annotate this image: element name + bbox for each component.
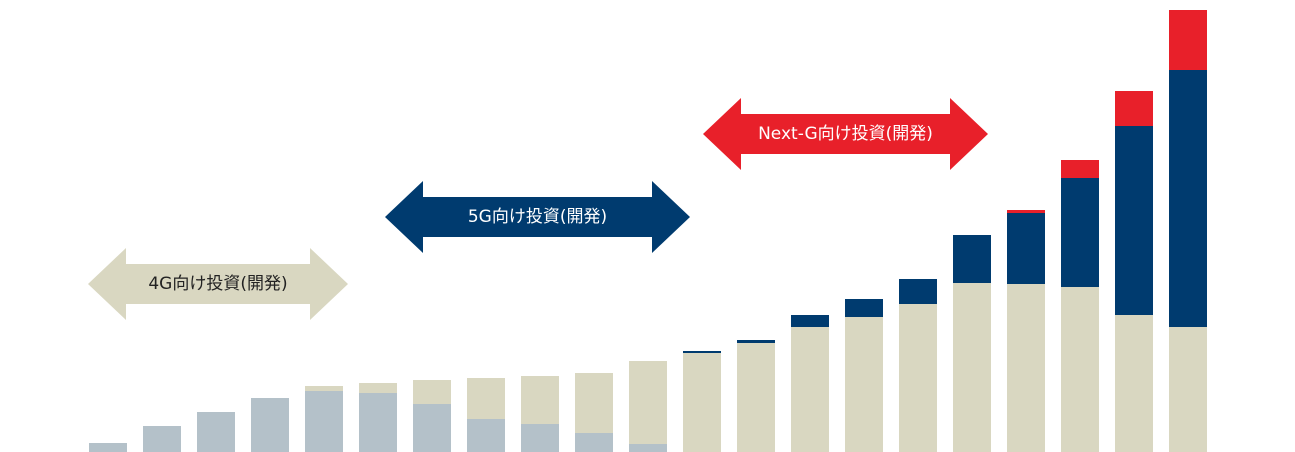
bar-segment	[89, 443, 127, 452]
annotation-label: 5G向け投資(開発)	[468, 207, 607, 227]
bar-segment	[1061, 160, 1099, 178]
bar-segment	[413, 380, 451, 404]
bar-segment	[737, 340, 775, 343]
bar-segment	[575, 433, 613, 452]
bar-segment	[1169, 10, 1207, 70]
annotation-label: Next-G向け投資(開発)	[758, 124, 933, 144]
bar-segment	[521, 424, 559, 452]
annotation-arrow	[385, 181, 690, 253]
annotation-arrow	[703, 98, 988, 170]
bar-segment	[359, 393, 397, 452]
bar-segment	[1115, 126, 1153, 315]
bar-segment	[791, 315, 829, 327]
bar-segment	[683, 353, 721, 452]
bar-segment	[683, 351, 721, 353]
bar-segment	[305, 386, 343, 391]
bar-segment	[521, 376, 559, 424]
bar-segment	[737, 343, 775, 452]
bar-segment	[1007, 284, 1045, 452]
bar-segment	[197, 412, 235, 452]
bar-segment	[629, 361, 667, 444]
bar-segment	[899, 279, 937, 304]
bar-segment	[1169, 70, 1207, 327]
bar-segment	[899, 304, 937, 452]
bar-segment	[575, 373, 613, 433]
bar-segment	[1061, 287, 1099, 452]
bar-segment	[953, 235, 991, 283]
bar-segment	[1169, 327, 1207, 452]
bar-segment	[1061, 178, 1099, 287]
bar-segment	[791, 327, 829, 452]
bar-segment	[143, 426, 181, 452]
bar-segment	[1007, 210, 1045, 213]
bar-segment	[1007, 213, 1045, 284]
bar-segment	[953, 283, 991, 452]
bar-segment	[845, 299, 883, 317]
bar-segment	[467, 378, 505, 419]
bar-segment	[845, 317, 883, 452]
bar-segment	[305, 391, 343, 452]
annotation-arrow	[88, 248, 348, 320]
bar-segment	[413, 404, 451, 452]
annotation-label: 4G向け投資(開発)	[148, 274, 287, 294]
bar-segment	[251, 398, 289, 452]
bar-segment	[467, 419, 505, 452]
bar-segment	[1115, 315, 1153, 452]
bar-segment	[1115, 91, 1153, 126]
bar-segment	[629, 444, 667, 452]
bar-segment	[359, 383, 397, 393]
